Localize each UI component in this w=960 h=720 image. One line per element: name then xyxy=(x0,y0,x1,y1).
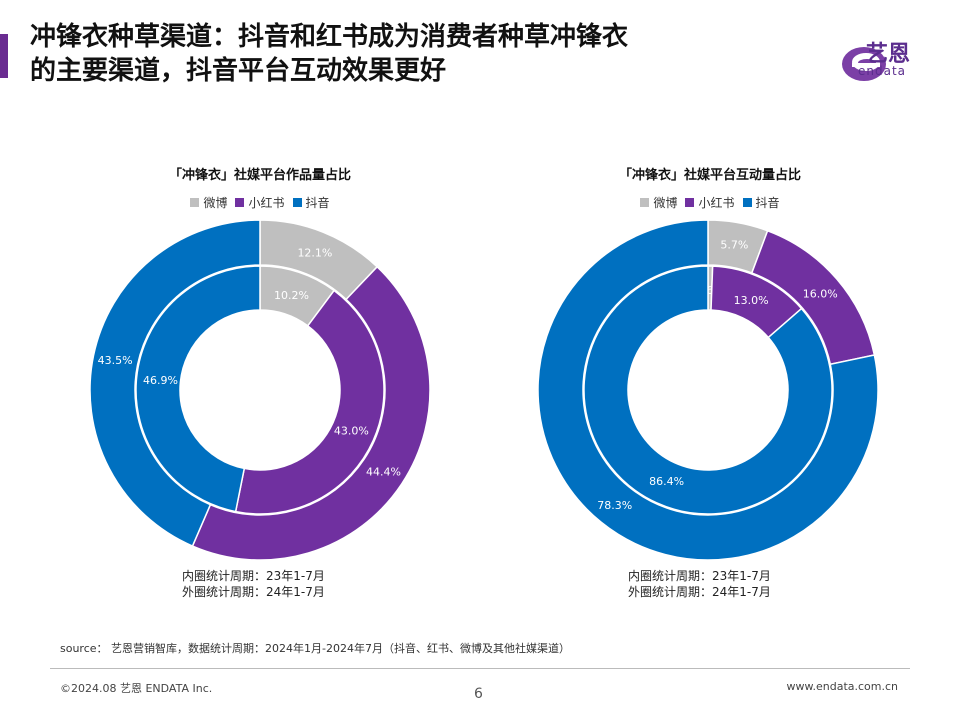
chart2-period: 内圈统计周期：23年1-7月 外圈统计周期：24年1-7月 xyxy=(628,568,771,600)
logo-text-cn: 艺恩 xyxy=(866,42,911,67)
legend-swatch-weibo xyxy=(190,198,200,207)
legend-swatch-xiaohongshu xyxy=(685,198,695,207)
outer-label-weibo: 12.1% xyxy=(297,247,332,260)
outer-slice-douyin xyxy=(537,219,879,561)
page-title-line2: 的主要渠道，抖音平台互动效果更好 xyxy=(30,56,447,86)
legend-item-douyin: 抖音 xyxy=(742,194,780,211)
inner-slice-douyin xyxy=(583,265,833,515)
inner-label-weibo: 10.2% xyxy=(274,289,309,302)
chart1-period: 内圈统计周期：23年1-7月 外圈统计周期：24年1-7月 xyxy=(182,568,325,600)
chart2-title: 「冲锋衣」社媒平台互动量占比 xyxy=(618,168,801,183)
footer-divider xyxy=(50,668,910,669)
copyright: ©2024.08 艺恩 ENDATA Inc. xyxy=(60,682,213,695)
inner-label-douyin: 46.9% xyxy=(143,374,178,387)
chart2-legend: 微博 小红书 抖音 xyxy=(560,194,860,211)
logo-text-en: endata xyxy=(858,64,907,78)
legend-item-weibo: 微博 xyxy=(190,194,227,211)
inner-slice-douyin xyxy=(135,265,261,513)
legend-item-xiaohongshu: 小红书 xyxy=(685,194,735,211)
accent-bar xyxy=(0,34,8,78)
chart1-inner-period: 内圈统计周期：23年1-7月 xyxy=(182,569,325,583)
outer-label-xiaohongshu: 16.0% xyxy=(803,288,838,301)
chart2-outer-period: 外圈统计周期：24年1-7月 xyxy=(628,585,771,599)
page-title: 冲锋衣种草渠道：抖音和红书成为消费者种草冲锋衣 的主要渠道，抖音平台互动效果更好 xyxy=(30,20,790,88)
chart2-donut: 5.7%16.0%78.3%0.6%13.0%86.4% xyxy=(537,219,879,561)
inner-label-xiaohongshu: 13.0% xyxy=(734,294,769,307)
legend-item-douyin: 抖音 xyxy=(292,194,330,211)
page-number: 6 xyxy=(474,686,483,702)
legend-item-weibo: 微博 xyxy=(640,194,677,211)
legend-swatch-xiaohongshu xyxy=(235,198,245,207)
chart1-legend: 微博 小红书 抖音 xyxy=(110,194,410,211)
legend-swatch-douyin xyxy=(292,198,302,207)
legend-swatch-weibo xyxy=(640,198,650,207)
source-note: source： 艺恩营销智库，数据统计周期：2024年1月-2024年7月（抖音… xyxy=(60,642,570,655)
legend-swatch-douyin xyxy=(742,198,752,207)
page-title-line1: 冲锋衣种草渠道：抖音和红书成为消费者种草冲锋衣 xyxy=(30,22,629,52)
chart1-donut: 12.1% 44.4% 43.5% 10.2% 43.0% 46.9% xyxy=(89,219,431,561)
inner-label-douyin: 86.4% xyxy=(649,475,684,488)
outer-label-douyin: 43.5% xyxy=(98,354,133,367)
endata-logo-icon xyxy=(842,47,886,81)
chart1-outer-period: 外圈统计周期：24年1-7月 xyxy=(182,585,325,599)
chart2-inner-period: 内圈统计周期：23年1-7月 xyxy=(628,569,771,583)
legend-item-xiaohongshu: 小红书 xyxy=(235,194,285,211)
chart1-title: 「冲锋衣」社媒平台作品量占比 xyxy=(168,168,351,183)
outer-label-xiaohongshu: 44.4% xyxy=(366,466,401,479)
outer-label-douyin: 78.3% xyxy=(597,499,632,512)
website-url: www.endata.com.cn xyxy=(786,680,899,693)
outer-label-weibo: 5.7% xyxy=(720,238,748,251)
inner-label-xiaohongshu: 43.0% xyxy=(334,425,369,438)
outer-slice-douyin xyxy=(89,219,261,548)
inner-slice-xiaohongshu xyxy=(234,289,385,515)
